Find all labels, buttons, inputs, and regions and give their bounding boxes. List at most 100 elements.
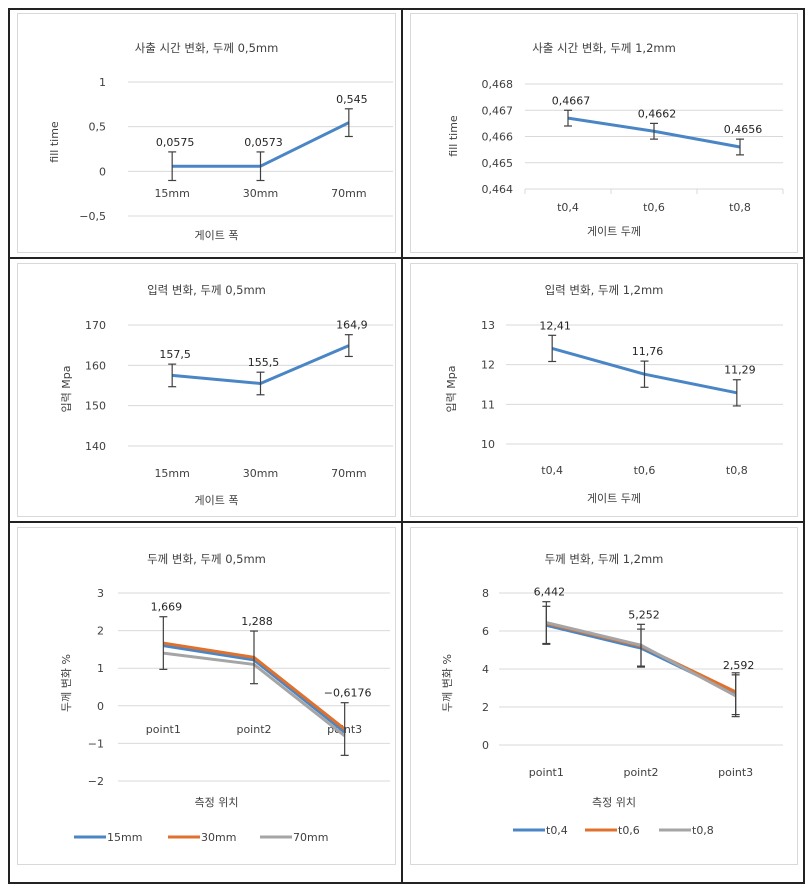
chart-thickness-1-2: 두께 변화, 두께 1,2mm 8 6 4 2 0 point1 point2 point3 측정… bbox=[441, 552, 783, 837]
y-tick-label: 0,464 bbox=[482, 183, 514, 196]
y-tick-label: 140 bbox=[85, 440, 106, 453]
y-tick-label: 0 bbox=[482, 739, 489, 752]
y-tick-label: 0 bbox=[99, 165, 106, 178]
chart-pressure-1-2: 입력 변화, 두께 1,2mm 13 12 11 10 t0,4 t0,6 t0,8 게이트 두… bbox=[445, 283, 783, 505]
y-tick-label: 1 bbox=[97, 662, 104, 675]
legend-label: t0,8 bbox=[692, 824, 714, 837]
x-tick-label: point1 bbox=[146, 723, 181, 736]
y-tick-label: 0,465 bbox=[482, 157, 514, 170]
y-tick-label: 0 bbox=[97, 700, 104, 713]
y-tick-label: −1 bbox=[88, 737, 104, 750]
y-tick-label: 3 bbox=[97, 587, 104, 600]
x-axis-label: 측정 위치 bbox=[592, 796, 636, 809]
chart-panel-fill-time-0-5: 사출 시간 변화, 두께 0,5mm 1 0,5 0 −0,5 15mm 30mm 70mm 게… bbox=[17, 13, 396, 253]
y-tick-label: 2 bbox=[482, 701, 489, 714]
y-tick-label: 0,5 bbox=[89, 121, 107, 134]
row-divider-2 bbox=[8, 521, 805, 523]
x-tick-label: 30mm bbox=[243, 467, 278, 480]
data-label: 12,41 bbox=[539, 319, 571, 332]
data-label: 0,545 bbox=[336, 93, 368, 106]
data-label: 157,5 bbox=[159, 348, 191, 361]
column-divider bbox=[401, 8, 403, 884]
y-axis-label: fill time bbox=[48, 121, 61, 163]
x-axis-label: 게이트 폭 bbox=[195, 494, 239, 507]
y-tick-label: 0,468 bbox=[482, 78, 514, 91]
y-tick-label: 13 bbox=[481, 319, 495, 332]
x-tick-label: t0,4 bbox=[541, 464, 563, 477]
chart-title: 두께 변화, 두께 1,2mm bbox=[545, 552, 664, 566]
x-tick-label: t0,6 bbox=[634, 464, 656, 477]
x-tick-label: point2 bbox=[623, 766, 658, 779]
legend-label: 15mm bbox=[107, 831, 142, 844]
y-tick-label: 11 bbox=[481, 398, 495, 411]
x-tick-label: t0,8 bbox=[726, 464, 748, 477]
data-label: 5,252 bbox=[628, 608, 660, 621]
y-tick-label: 8 bbox=[482, 587, 489, 600]
chart-panel-thickness-0-5: 두께 변화, 두께 0,5mm 3 2 1 0 −1 −2 point1 point2 point… bbox=[17, 527, 396, 865]
y-axis-label: 입력 Mpa bbox=[60, 366, 73, 413]
chart-pressure-0-5: 입력 변화, 두께 0,5mm 170 160 150 140 15mm 30mm 70mm 게… bbox=[60, 283, 393, 507]
data-label: 11,29 bbox=[724, 364, 756, 377]
y-tick-label: −0,5 bbox=[79, 210, 106, 223]
data-label: 0,4667 bbox=[552, 94, 591, 107]
x-tick-label: 15mm bbox=[154, 187, 189, 200]
data-label: 155,5 bbox=[248, 356, 280, 369]
x-tick-label: point1 bbox=[529, 766, 564, 779]
data-label: 0,0575 bbox=[156, 136, 195, 149]
y-tick-label: 0,467 bbox=[482, 104, 514, 117]
data-label: 0,4662 bbox=[638, 107, 677, 120]
chart-title: 입력 변화, 두께 1,2mm bbox=[545, 283, 664, 297]
chart-panel-pressure-1-2: 입력 변화, 두께 1,2mm 13 12 11 10 t0,4 t0,6 t0,8 게이트 두… bbox=[410, 263, 798, 517]
chart-panel-pressure-0-5: 입력 변화, 두께 0,5mm 170 160 150 140 15mm 30mm 70mm 게… bbox=[17, 263, 396, 517]
x-axis-label: 게이트 두께 bbox=[587, 492, 641, 505]
data-label: −0,6176 bbox=[324, 687, 372, 700]
legend-label: t0,4 bbox=[546, 824, 568, 837]
x-tick-label: t0,4 bbox=[557, 201, 579, 214]
x-tick-label: point2 bbox=[236, 723, 271, 736]
chart-title: 사출 시간 변화, 두께 0,5mm bbox=[135, 41, 279, 55]
x-tick-label: 30mm bbox=[243, 187, 278, 200]
data-label: 164,9 bbox=[336, 319, 368, 332]
data-label: 0,0573 bbox=[244, 136, 283, 149]
x-tick-label: 15mm bbox=[154, 467, 189, 480]
y-tick-label: 2 bbox=[97, 625, 104, 638]
x-axis-label: 게이트 폭 bbox=[195, 229, 239, 242]
y-axis-label: fill time bbox=[447, 115, 460, 157]
x-axis-label: 측정 위치 bbox=[195, 796, 239, 809]
y-axis-label: 두께 변화 % bbox=[441, 654, 454, 712]
data-label: 11,76 bbox=[632, 345, 664, 358]
chart-panel-fill-time-1-2: 사출 시간 변화, 두께 1,2mm 0,468 0,467 0,466 0,465 0,… bbox=[410, 13, 798, 253]
chart-title: 사출 시간 변화, 두께 1,2mm bbox=[532, 41, 676, 55]
y-tick-label: 150 bbox=[85, 400, 106, 413]
y-tick-label: 10 bbox=[481, 438, 495, 451]
legend-label: t0,6 bbox=[618, 824, 640, 837]
data-label: 1,669 bbox=[151, 601, 183, 614]
chart-panel-thickness-1-2: 두께 변화, 두께 1,2mm 8 6 4 2 0 point1 point2 point3 측정… bbox=[410, 527, 798, 865]
x-tick-label: t0,8 bbox=[729, 201, 751, 214]
chart-fill-time-0-5: 사출 시간 변화, 두께 0,5mm 1 0,5 0 −0,5 15mm 30mm 70mm 게… bbox=[48, 41, 393, 242]
y-tick-label: 4 bbox=[482, 663, 489, 676]
row-divider-1 bbox=[8, 257, 805, 259]
y-tick-label: 12 bbox=[481, 359, 495, 372]
chart-fill-time-1-2: 사출 시간 변화, 두께 1,2mm 0,468 0,467 0,466 0,465 0,… bbox=[447, 41, 784, 238]
x-tick-label: point3 bbox=[718, 766, 753, 779]
chart-title: 두께 변화, 두께 0,5mm bbox=[147, 552, 266, 566]
data-label: 0,4656 bbox=[724, 123, 763, 136]
chart-title: 입력 변화, 두께 0,5mm bbox=[147, 283, 266, 297]
x-tick-label: 70mm bbox=[331, 187, 366, 200]
legend-label: 30mm bbox=[201, 831, 236, 844]
y-tick-label: −2 bbox=[88, 775, 104, 788]
data-label: 2,592 bbox=[723, 659, 755, 672]
y-tick-label: 0,466 bbox=[482, 131, 514, 144]
y-tick-label: 160 bbox=[85, 359, 106, 372]
data-label: 1,288 bbox=[241, 615, 273, 628]
y-tick-label: 1 bbox=[99, 76, 106, 89]
x-tick-label: 70mm bbox=[331, 467, 366, 480]
data-label: 6,442 bbox=[534, 586, 566, 599]
x-axis-label: 게이트 두께 bbox=[587, 225, 641, 238]
y-tick-label: 6 bbox=[482, 625, 489, 638]
figure-frame bbox=[8, 8, 805, 884]
y-axis-label: 두께 변화 % bbox=[60, 654, 73, 712]
y-tick-label: 170 bbox=[85, 319, 106, 332]
